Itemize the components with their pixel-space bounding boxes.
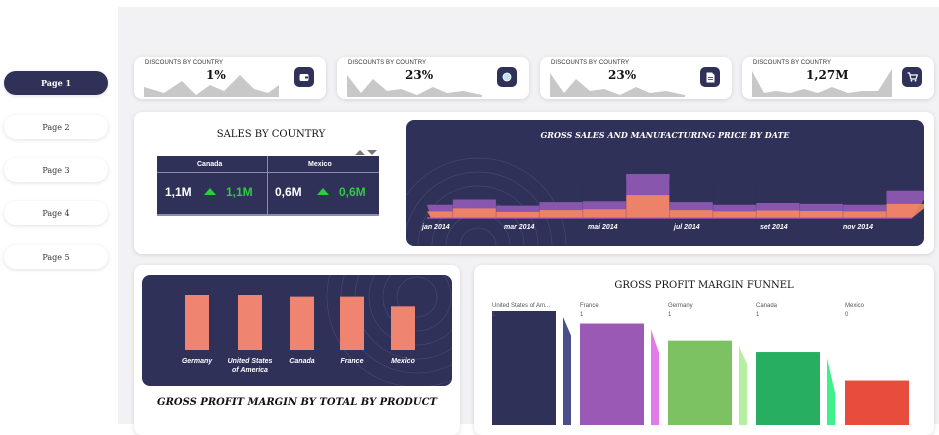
- bar-category-label: United States of America: [228, 358, 273, 374]
- sales-matrix: Canada Mexico 1,1M 1,1M 0,6M 0,6M: [157, 156, 379, 216]
- funnel-connector: [827, 358, 835, 425]
- x-label: jul 2014: [674, 224, 700, 231]
- gross-sales-area-chart[interactable]: [406, 120, 924, 246]
- funnel-chart[interactable]: United States of Am... 1 France 1 Germany 1 Ca…: [474, 265, 934, 435]
- sales-by-country-title: SALES BY COUNTRY: [216, 129, 326, 140]
- bar-france[interactable]: [340, 296, 364, 350]
- bar-canada[interactable]: [290, 296, 314, 350]
- nav-page-2[interactable]: Page 2: [4, 115, 108, 139]
- funnel-stage-value: 1: [492, 312, 496, 318]
- nav-page-5[interactable]: Page 5: [4, 245, 108, 269]
- kpi-label: DISCOUNTS BY COUNTRY: [551, 60, 630, 66]
- profit-bar-panel[interactable]: Germany United States of America Canada Fran…: [142, 275, 452, 386]
- kpi-value: 23%: [405, 68, 434, 82]
- funnel-connector: [563, 317, 571, 425]
- kpi-card-3[interactable]: DISCOUNTS BY COUNTRY 23%: [540, 57, 732, 99]
- gross-sales-area[interactable]: [427, 174, 924, 218]
- funnel-stage-value: 0: [845, 312, 849, 318]
- funnel-stage-label: Germany: [668, 303, 693, 309]
- sales-overview-card: SALES BY COUNTRY Canada Mexico 1,1M 1,1M…: [134, 112, 934, 254]
- kpi-card-1[interactable]: DISCOUNTS BY COUNTRY 1%: [134, 57, 326, 99]
- gross-sales-panel[interactable]: GROSS SALES AND MANUFACTURING PRICE BY D…: [406, 120, 924, 246]
- canada-value: 1,1M: [165, 185, 192, 199]
- matrix-header-canada: Canada: [197, 161, 223, 168]
- funnel-stage-value: 1: [580, 312, 584, 318]
- sort-icon[interactable]: [355, 149, 377, 157]
- x-label: set 2014: [760, 224, 788, 231]
- funnel-stage-2[interactable]: [580, 323, 644, 425]
- bar-united-states-of-america[interactable]: [238, 295, 262, 350]
- funnel-connector: [739, 346, 747, 425]
- profit-by-product-card: Germany United States of America Canada Fran…: [134, 265, 460, 435]
- manufacturing-price-area[interactable]: [427, 195, 924, 218]
- x-label: jan 2014: [422, 224, 450, 231]
- mexico-value: 0,6M: [275, 185, 302, 199]
- funnel-stage-3[interactable]: [668, 340, 732, 425]
- funnel-stage-label: Canada: [756, 303, 778, 309]
- profit-bar-chart[interactable]: Germany United States of America Canada Fran…: [142, 275, 452, 386]
- funnel-stage-label: United States of Am...: [492, 303, 550, 309]
- profit-by-product-title: GROSS PROFIT MARGIN BY TOTAL BY PRODUCT: [157, 397, 437, 408]
- bar-category-label: Mexico: [391, 358, 415, 365]
- x-label: mai 2014: [588, 224, 618, 231]
- kpi-card-4[interactable]: DISCOUNTS BY COUNTRY 1,27M: [742, 57, 934, 99]
- bar-category-label: Canada: [289, 358, 314, 365]
- sidebar: Page 1 Page 2 Page 3 Page 4 Page 5: [0, 0, 118, 424]
- nav-page-3[interactable]: Page 3: [4, 158, 108, 182]
- document-icon[interactable]: [700, 67, 720, 87]
- x-axis-labels: jan 2014 mar 2014 mai 2014 jul 2014 set …: [406, 224, 924, 236]
- funnel-stage-4[interactable]: [756, 352, 820, 425]
- kpi-value: 23%: [608, 68, 637, 82]
- funnel-stage-1[interactable]: [492, 311, 556, 425]
- report-canvas: DISCOUNTS BY COUNTRY 1% DISCOUNTS BY COU…: [118, 7, 939, 435]
- cart-icon[interactable]: [902, 67, 922, 87]
- funnel-stage-5[interactable]: [845, 380, 909, 425]
- up-arrow-icon: [204, 188, 216, 195]
- mexico-target: 0,6M: [339, 185, 366, 199]
- x-label: nov 2014: [843, 224, 873, 231]
- bar-mexico[interactable]: [391, 306, 415, 350]
- funnel-stage-value: 1: [756, 312, 760, 318]
- up-arrow-icon: [317, 188, 329, 195]
- bar-category-label: Germany: [182, 358, 213, 365]
- kpi-label: DISCOUNTS BY COUNTRY: [348, 60, 427, 66]
- funnel-connector: [651, 329, 659, 425]
- canada-target: 1,1M: [226, 185, 253, 199]
- nav-page-4[interactable]: Page 4: [4, 201, 108, 225]
- bar-germany[interactable]: [185, 295, 209, 350]
- x-label: mar 2014: [504, 224, 535, 231]
- kpi-label: DISCOUNTS BY COUNTRY: [145, 60, 224, 66]
- matrix-header-mexico: Mexico: [308, 161, 332, 168]
- bar-category-label: France: [341, 358, 364, 365]
- funnel-card: GROSS PROFIT MARGIN FUNNEL United States…: [474, 265, 934, 435]
- kpi-card-2[interactable]: DISCOUNTS BY COUNTRY 23%: [337, 57, 529, 99]
- kpi-sparkline: [550, 73, 685, 97]
- kpi-label: DISCOUNTS BY COUNTRY: [753, 60, 832, 66]
- nav-page-1[interactable]: Page 1: [4, 71, 108, 95]
- wallet-icon[interactable]: [294, 67, 314, 87]
- kpi-sparkline: [752, 69, 892, 97]
- kpi-sparkline: [347, 75, 482, 97]
- gross-sales-title: GROSS SALES AND MANUFACTURING PRICE BY D…: [540, 130, 790, 140]
- kpi-value: 1%: [206, 68, 226, 82]
- funnel-stage-label: Mexico: [845, 303, 865, 309]
- funnel-title: GROSS PROFIT MARGIN FUNNEL: [614, 280, 794, 291]
- kpi-sparkline: [144, 75, 279, 97]
- funnel-stage-value: 1: [668, 312, 672, 318]
- kpi-value: 1,27M: [806, 68, 849, 82]
- globe-icon[interactable]: [497, 67, 517, 87]
- funnel-stage-label: France: [580, 303, 599, 309]
